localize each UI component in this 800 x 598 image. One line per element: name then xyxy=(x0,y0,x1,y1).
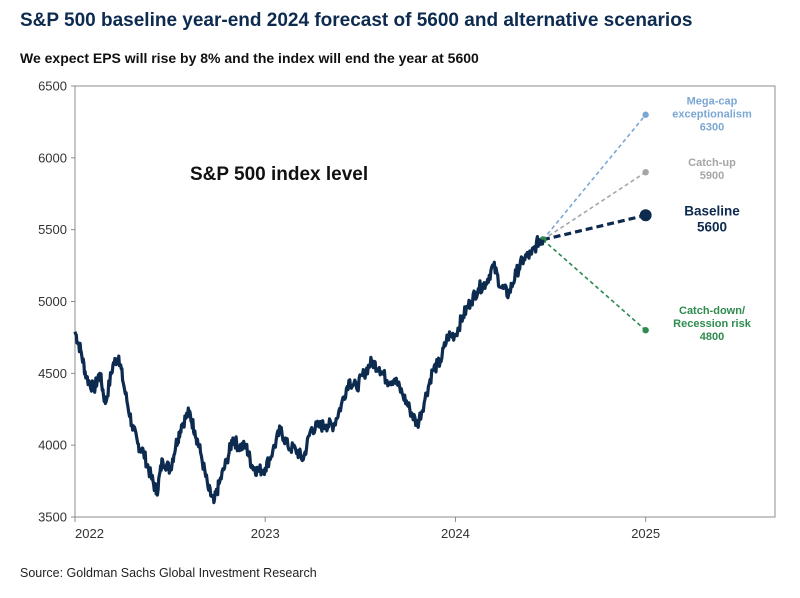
x-tick-label: 2025 xyxy=(631,526,660,541)
scenario-label: Mega-cap xyxy=(687,96,738,108)
forecast-point xyxy=(642,169,649,176)
y-tick-label: 5500 xyxy=(38,222,67,237)
forecast-point xyxy=(642,327,649,334)
series-line-sp500 xyxy=(73,235,545,505)
forecast-line-baseline xyxy=(542,213,647,242)
y-tick-label: 5000 xyxy=(38,294,67,309)
scenario-value: 6300 xyxy=(700,122,724,134)
forecast-point xyxy=(642,111,649,118)
forecast-point xyxy=(639,209,652,222)
plot-frame xyxy=(74,85,776,518)
scenario-label: Recession risk xyxy=(673,318,752,330)
forecast-line-catch-up xyxy=(542,171,647,241)
y-tick-label: 6500 xyxy=(38,79,67,94)
y-tick-label: 6000 xyxy=(38,150,67,165)
source-note: Source: Goldman Sachs Global Investment … xyxy=(20,566,317,580)
y-tick-label: 3500 xyxy=(38,510,67,525)
chart-title: S&P 500 baseline year-end 2024 forecast … xyxy=(20,10,693,31)
y-tick-label: 4000 xyxy=(38,438,67,453)
scenario-value: 4800 xyxy=(700,331,724,343)
series-group xyxy=(73,235,545,505)
forecast-line-mega-cap-exceptionalism xyxy=(542,114,647,241)
x-tick-label: 2023 xyxy=(251,526,280,541)
scenario-value: 5900 xyxy=(700,170,724,182)
axes: 3500 4000 4500 5000 5500 6000 6500 2022 2023 2024… xyxy=(38,79,776,541)
scenario-value: 5600 xyxy=(697,219,727,234)
y-tick-label: 4500 xyxy=(38,366,67,381)
scenario-label: exceptionalism xyxy=(672,109,752,121)
scenario-label: Catch-up xyxy=(688,157,736,169)
scenario-label: Catch-down/ xyxy=(679,305,745,317)
x-tick-label: 2022 xyxy=(75,526,104,541)
chart-subtitle: We expect EPS will rise by 8% and the in… xyxy=(20,50,479,66)
inner-label: S&P 500 index level xyxy=(190,164,368,185)
forecast-lines xyxy=(539,111,652,334)
scenario-label: Baseline xyxy=(684,203,740,218)
forecast-line-catch-down-recession-risk xyxy=(542,239,647,331)
x-tick-label: 2024 xyxy=(441,526,470,541)
